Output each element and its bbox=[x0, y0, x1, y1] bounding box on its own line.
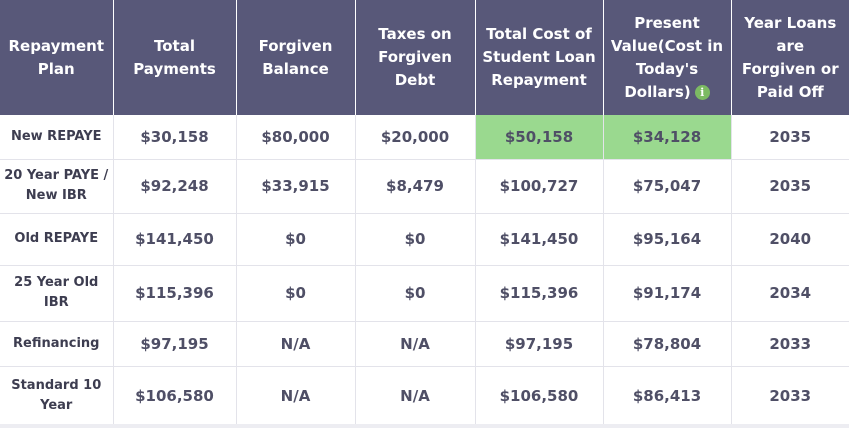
info-icon[interactable]: i bbox=[694, 84, 710, 100]
header-forgiven-balance: Forgiven Balance bbox=[236, 0, 356, 115]
forgiven-balance-cell: $33,915 bbox=[236, 159, 356, 214]
total-cost-cell: $100,727 bbox=[475, 159, 604, 214]
plan-name: Old REPAYE bbox=[0, 213, 114, 266]
present-value-cell: $95,164 bbox=[603, 213, 732, 266]
table-row: Refinancing $97,195 N/A N/A $97,195 $78,… bbox=[0, 321, 849, 367]
total-cost-cell: $141,450 bbox=[475, 213, 604, 266]
year-cell: 2033 bbox=[731, 366, 849, 426]
taxes-cell: N/A bbox=[355, 321, 476, 367]
present-value-cell: $75,047 bbox=[603, 159, 732, 214]
present-value-cell: $91,174 bbox=[603, 265, 732, 322]
total-cost-cell: $115,396 bbox=[475, 265, 604, 322]
header-total-cost: Total Cost of Student Loan Repayment bbox=[475, 0, 604, 115]
year-cell: 2033 bbox=[731, 321, 849, 367]
table-row: New REPAYE $30,158 $80,000 $20,000 $50,1… bbox=[0, 115, 849, 160]
total-payments-cell: $106,580 bbox=[113, 366, 237, 426]
forgiven-balance-cell: $0 bbox=[236, 213, 356, 266]
total-payments-cell: $92,248 bbox=[113, 159, 237, 214]
taxes-cell: $20,000 bbox=[355, 115, 476, 160]
table-bottom-divider bbox=[0, 424, 849, 428]
present-value-cell: $86,413 bbox=[603, 366, 732, 426]
total-payments-cell: $115,396 bbox=[113, 265, 237, 322]
table-row: Standard 10 Year $106,580 N/A N/A $106,5… bbox=[0, 366, 849, 426]
forgiven-balance-cell: $80,000 bbox=[236, 115, 356, 160]
total-payments-cell: $30,158 bbox=[113, 115, 237, 160]
present-value-cell: $78,804 bbox=[603, 321, 732, 367]
plan-name: Refinancing bbox=[0, 321, 114, 367]
table-row: Old REPAYE $141,450 $0 $0 $141,450 $95,1… bbox=[0, 213, 849, 266]
table-row: 25 Year Old IBR $115,396 $0 $0 $115,396 … bbox=[0, 265, 849, 322]
forgiven-balance-cell: $0 bbox=[236, 265, 356, 322]
table-header: Repayment Plan Total Payments Forgiven B… bbox=[0, 0, 849, 115]
total-payments-cell: $141,450 bbox=[113, 213, 237, 266]
present-value-cell-highlighted: $34,128 bbox=[603, 115, 732, 160]
forgiven-balance-cell: N/A bbox=[236, 366, 356, 426]
taxes-cell: N/A bbox=[355, 366, 476, 426]
year-cell: 2040 bbox=[731, 213, 849, 266]
taxes-cell: $0 bbox=[355, 265, 476, 322]
total-cost-cell: $97,195 bbox=[475, 321, 604, 367]
plan-name: 25 Year Old IBR bbox=[0, 265, 114, 322]
table-row: 20 Year PAYE / New IBR $92,248 $33,915 $… bbox=[0, 159, 849, 214]
taxes-cell: $8,479 bbox=[355, 159, 476, 214]
table-body: New REPAYE $30,158 $80,000 $20,000 $50,1… bbox=[0, 115, 849, 426]
header-row: Repayment Plan Total Payments Forgiven B… bbox=[0, 0, 849, 115]
year-cell: 2035 bbox=[731, 115, 849, 160]
header-year-forgiven: Year Loans are Forgiven or Paid Off bbox=[731, 0, 849, 115]
plan-name: Standard 10 Year bbox=[0, 366, 114, 426]
plan-name: New REPAYE bbox=[0, 115, 114, 160]
header-repayment-plan: Repayment Plan bbox=[0, 0, 114, 115]
header-total-payments: Total Payments bbox=[113, 0, 237, 115]
year-cell: 2034 bbox=[731, 265, 849, 322]
header-present-value: Present Value(Cost in Today's Dollars) i bbox=[603, 0, 732, 115]
total-cost-cell-highlighted: $50,158 bbox=[475, 115, 604, 160]
total-payments-cell: $97,195 bbox=[113, 321, 237, 367]
year-cell: 2035 bbox=[731, 159, 849, 214]
plan-name: 20 Year PAYE / New IBR bbox=[0, 159, 114, 214]
header-taxes-on-forgiven-debt: Taxes on Forgiven Debt bbox=[355, 0, 476, 115]
taxes-cell: $0 bbox=[355, 213, 476, 266]
forgiven-balance-cell: N/A bbox=[236, 321, 356, 367]
total-cost-cell: $106,580 bbox=[475, 366, 604, 426]
